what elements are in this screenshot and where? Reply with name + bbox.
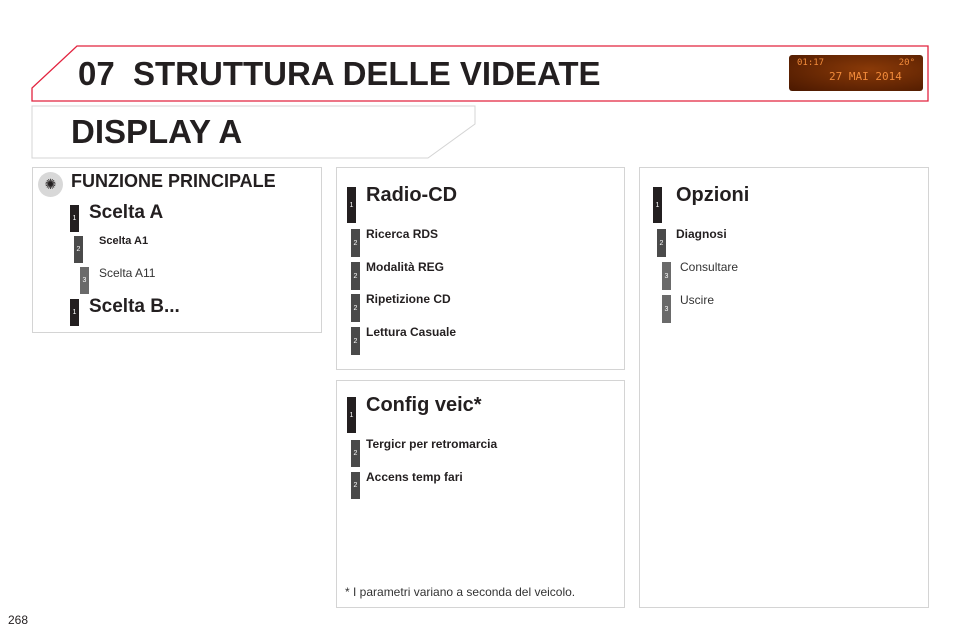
menu-item: Uscire (680, 293, 715, 307)
display-time: 01:17 (797, 58, 825, 68)
menu-item: Lettura Casuale (366, 325, 457, 339)
level-badge: 3 (80, 267, 89, 294)
level-badge: 1 (70, 299, 79, 326)
menu-item: Scelta B... (89, 296, 180, 317)
level-badge: 1 (347, 187, 356, 223)
menu-item: Ricerca RDS (366, 227, 439, 241)
section-title: DISPLAY A (71, 113, 243, 150)
display-temperature: 20° (898, 58, 915, 68)
chapter-number: 07 (78, 55, 115, 92)
level-badge: 2 (657, 229, 666, 257)
level-badge: 3 (662, 295, 671, 323)
level-badge: 2 (351, 472, 360, 499)
level-badge: 1 (347, 397, 356, 433)
menu-item: Accens temp fari (366, 470, 463, 484)
options-panel (639, 167, 929, 608)
header-frame (31, 45, 929, 159)
display-screen-image: 01:17 20° 27 MAI 2014 (789, 55, 923, 91)
light-bulb-icon: ✺ (38, 172, 63, 197)
menu-item: Ripetizione CD (366, 292, 451, 306)
menu-item: Scelta A11 (99, 266, 156, 280)
menu-item: Scelta A (89, 202, 164, 223)
level-badge: 3 (662, 262, 671, 290)
menu-item: Opzioni (676, 184, 750, 206)
level-badge: 1 (70, 205, 79, 232)
menu-item: Radio-CD (366, 184, 458, 206)
level-badge: 2 (351, 327, 360, 355)
radio-cd-panel (336, 167, 625, 370)
menu-item: Tergicr per retromarcia (366, 437, 498, 451)
level-badge: 2 (351, 262, 360, 290)
level-badge: 2 (351, 294, 360, 322)
config-panel (336, 380, 625, 608)
menu-item: Config veic* (366, 394, 482, 416)
level-badge: 1 (653, 187, 662, 223)
menu-item: Modalità REG (366, 260, 445, 274)
level-badge: 2 (351, 229, 360, 257)
footnote: * I parametri variano a seconda del veic… (345, 585, 576, 599)
menu-item: Diagnosi (676, 227, 727, 241)
main-function-title: FUNZIONE PRINCIPALE (71, 171, 276, 191)
menu-item: Consultare (680, 260, 739, 274)
display-date: 27 MAI 2014 (829, 70, 902, 83)
menu-item: Scelta A1 (99, 235, 149, 247)
level-badge: 2 (74, 236, 83, 263)
page-number: 268 (8, 613, 29, 627)
chapter-title: STRUTTURA DELLE VIDEATE (133, 55, 601, 92)
level-badge: 2 (351, 440, 360, 467)
main-function-panel (32, 167, 322, 333)
